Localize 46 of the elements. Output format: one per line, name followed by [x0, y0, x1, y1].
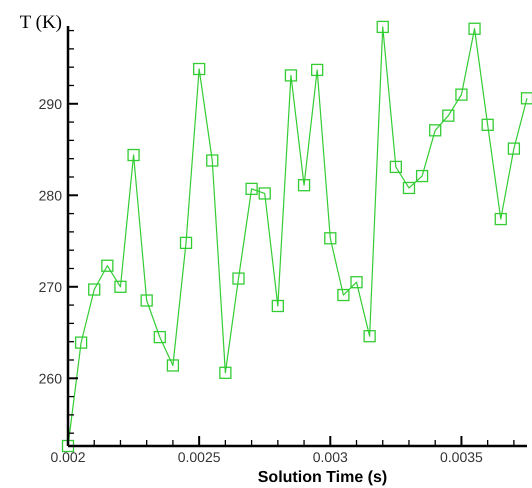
point — [219, 366, 232, 379]
y-axis-title: T (K) — [20, 12, 62, 33]
point — [468, 22, 481, 35]
point — [74, 336, 88, 349]
point — [390, 160, 402, 174]
point — [520, 92, 532, 104]
point — [429, 124, 442, 136]
point — [350, 276, 363, 288]
point — [284, 69, 298, 82]
point — [508, 142, 520, 155]
point — [114, 280, 127, 293]
point — [192, 62, 206, 76]
point — [62, 440, 74, 452]
point — [376, 20, 389, 34]
y-tick-label: 260 — [38, 370, 62, 386]
x-tick-label: 0.002 — [50, 449, 86, 465]
point — [402, 182, 416, 194]
point — [154, 330, 166, 344]
point — [232, 272, 245, 285]
x-axis-title: Solution Time (s) — [258, 469, 388, 486]
x-tick-label: 0.0035 — [440, 449, 484, 465]
point — [206, 154, 218, 167]
point — [324, 232, 336, 244]
point — [101, 260, 114, 272]
point — [337, 288, 350, 302]
point — [416, 170, 428, 182]
y-tick-label: 270 — [38, 278, 62, 295]
point — [494, 212, 507, 226]
point — [180, 236, 192, 250]
point — [166, 359, 180, 372]
x-tick-label: 0.0025 — [178, 449, 221, 465]
point — [127, 148, 140, 162]
point — [245, 182, 258, 196]
point — [140, 294, 153, 307]
point — [442, 110, 454, 122]
point — [298, 179, 310, 192]
point — [363, 330, 376, 342]
point — [272, 300, 284, 312]
y-tick-label: 280 — [38, 187, 62, 204]
point — [88, 283, 100, 296]
point — [482, 118, 494, 131]
point — [311, 64, 324, 76]
point — [455, 88, 468, 101]
y-tick-label: 290 — [38, 96, 62, 112]
x-tick-label: 0.003 — [312, 449, 348, 465]
point — [258, 187, 271, 200]
